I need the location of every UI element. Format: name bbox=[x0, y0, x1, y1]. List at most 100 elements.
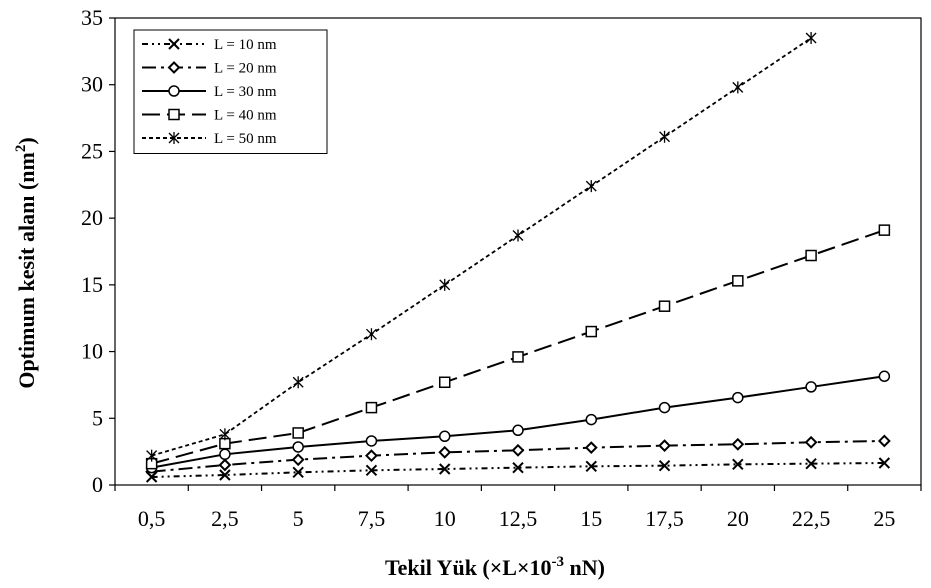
legend-marker bbox=[168, 38, 180, 50]
data-point bbox=[732, 391, 744, 404]
x-axis-title-superscript: -3 bbox=[552, 554, 565, 570]
legend-marker bbox=[168, 108, 180, 121]
data-point bbox=[584, 441, 598, 455]
marker-stroke bbox=[292, 466, 304, 479]
y-axis-title-main: Optimum kesit alanı (nm bbox=[14, 152, 39, 389]
data-point bbox=[658, 401, 671, 414]
legend-layer: L = 10 nm L = 20 nm L = 30 nm L = 40 nm L = … bbox=[133, 29, 328, 154]
data-point bbox=[365, 464, 378, 477]
y-tick-label: 35 bbox=[81, 5, 103, 30]
data-point bbox=[292, 441, 304, 453]
marker-stroke bbox=[512, 461, 524, 474]
data-point bbox=[732, 458, 744, 471]
data-point bbox=[512, 351, 524, 363]
series-4 bbox=[145, 224, 891, 470]
legend-marker bbox=[167, 61, 181, 74]
data-point bbox=[585, 413, 598, 426]
legend-label: L = 40 nm bbox=[214, 108, 277, 124]
data-point bbox=[732, 275, 744, 287]
marker-stroke bbox=[878, 457, 891, 469]
data-point bbox=[512, 461, 524, 474]
x-axis-title-end: nN) bbox=[564, 555, 605, 580]
data-point bbox=[439, 278, 451, 291]
legend-entry: L = 20 nm bbox=[142, 61, 277, 77]
legend-entry: L = 10 nm bbox=[142, 37, 277, 53]
data-point bbox=[438, 430, 451, 443]
x-tick-label: 2,5 bbox=[211, 506, 239, 531]
x-tick-label: 15 bbox=[580, 506, 602, 531]
y-tick-label: 20 bbox=[81, 205, 103, 230]
data-point bbox=[585, 460, 597, 473]
marker-stroke bbox=[168, 38, 180, 50]
data-point bbox=[805, 381, 817, 393]
marker-stroke bbox=[439, 463, 451, 475]
legend-marker bbox=[168, 132, 180, 144]
data-point bbox=[877, 434, 891, 448]
data-point bbox=[658, 439, 671, 453]
data-point bbox=[218, 458, 232, 472]
data-point bbox=[805, 249, 817, 262]
data-point bbox=[659, 130, 671, 143]
data-point bbox=[219, 428, 231, 441]
x-tick-label: 5 bbox=[293, 506, 304, 531]
data-point bbox=[585, 180, 597, 193]
data-point bbox=[439, 463, 451, 475]
y-axis-title-end: ) bbox=[14, 137, 39, 144]
plot-frame bbox=[114, 17, 922, 486]
y-tick-label: 5 bbox=[92, 405, 103, 430]
legend-label: L = 20 nm bbox=[214, 61, 277, 77]
x-tick-label: 0,5 bbox=[138, 506, 166, 531]
legend-entry: L = 30 nm bbox=[142, 84, 277, 100]
data-point bbox=[658, 300, 671, 312]
data-point bbox=[878, 457, 891, 469]
y-tick-label: 25 bbox=[81, 138, 103, 163]
data-point bbox=[804, 435, 818, 449]
legend-label: L = 10 nm bbox=[214, 37, 277, 53]
series-2 bbox=[145, 434, 891, 479]
x-tick-label: 20 bbox=[727, 506, 749, 531]
y-tick-label: 15 bbox=[81, 272, 103, 297]
series-layer bbox=[145, 32, 891, 483]
marker-stroke bbox=[219, 469, 231, 481]
x-tick-label: 25 bbox=[873, 506, 895, 531]
data-point bbox=[658, 459, 671, 472]
data-point bbox=[511, 443, 525, 457]
x-tick-label: 10 bbox=[434, 506, 456, 531]
x-axis-title: Tekil Yük (×L×10-3 nN) bbox=[385, 554, 605, 580]
legend-entry: L = 50 nm bbox=[142, 131, 277, 147]
data-point bbox=[365, 328, 377, 341]
data-point bbox=[292, 427, 304, 439]
data-point bbox=[438, 445, 452, 459]
data-point bbox=[219, 448, 231, 461]
data-point bbox=[365, 449, 378, 463]
data-point bbox=[365, 401, 378, 414]
y-axis-title-superscript: 2 bbox=[13, 145, 29, 153]
legend-label: L = 50 nm bbox=[214, 131, 277, 147]
x-tick-label: 7,5 bbox=[358, 506, 386, 531]
series-3 bbox=[145, 370, 891, 474]
y-tick-label: 10 bbox=[81, 339, 103, 364]
data-point bbox=[292, 376, 304, 389]
y-tick-label: 30 bbox=[81, 72, 103, 97]
data-point bbox=[291, 453, 305, 467]
series-line bbox=[151, 37, 812, 457]
data-point bbox=[146, 449, 158, 462]
data-point bbox=[805, 457, 817, 470]
data-point bbox=[732, 81, 744, 94]
data-point bbox=[512, 424, 524, 437]
data-point bbox=[731, 437, 745, 451]
marker-stroke bbox=[585, 460, 597, 473]
series-5 bbox=[146, 32, 817, 462]
x-axis-title-main: Tekil Yük (×L×10 bbox=[385, 555, 552, 580]
data-point bbox=[438, 376, 451, 389]
x-tick-label: 17,5 bbox=[645, 506, 684, 531]
y-axis-title: Optimum kesit alanı (nm2) bbox=[13, 137, 39, 388]
axes-layer: 0 5 10 15 20 25 30 35 0,5 2,5 5 7,5 10 12,5 15 17,5 20 22… bbox=[81, 5, 922, 531]
data-point bbox=[365, 435, 378, 447]
data-point bbox=[878, 224, 891, 236]
legend-label: L = 30 nm bbox=[214, 84, 277, 100]
marker-stroke bbox=[732, 458, 744, 471]
legend-entry: L = 40 nm bbox=[142, 108, 277, 124]
